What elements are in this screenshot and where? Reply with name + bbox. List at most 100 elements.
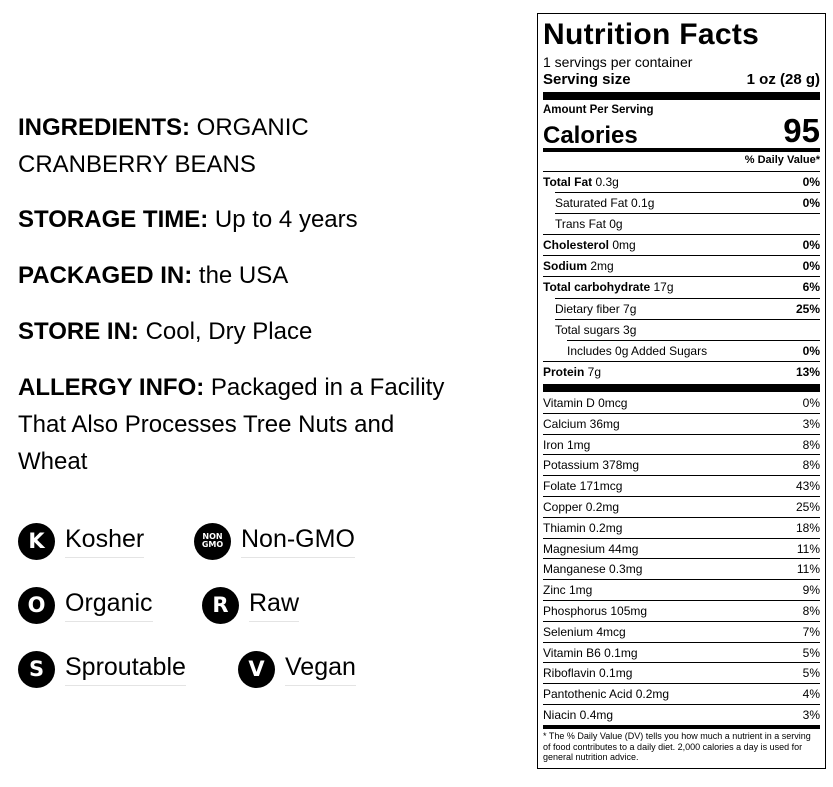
- amount-per-serving: Amount Per Serving: [543, 104, 654, 116]
- nutrient-amount: 0mg: [609, 238, 636, 252]
- micronutrient-name: Phosphorus 105mg: [543, 604, 648, 618]
- nutrient-name: Total carbohydrate: [543, 280, 651, 294]
- nutrient-name: Dietary fiber: [555, 302, 620, 316]
- nutrient-row: Total Fat 0.3g 0%: [543, 171, 820, 192]
- micronutrient-row: Calcium 36mg 3%: [543, 412, 820, 434]
- nutrient-name: Includes 0g Added Sugars: [567, 344, 708, 358]
- micronutrient-daily-value: 3%: [802, 416, 820, 431]
- storage-time-value: Up to 4 years: [208, 206, 358, 233]
- micronutrient-daily-value: 8%: [802, 604, 820, 618]
- thick-divider: [543, 92, 820, 100]
- vegan-label: Vegan: [285, 653, 356, 686]
- micronutrient-name: Riboflavin 0.1mg: [543, 666, 633, 681]
- micronutrient-daily-value: 8%: [802, 437, 820, 452]
- micronutrient-row: Potassium 378mg 8%: [543, 454, 820, 475]
- nutrient-label: Saturated Fat 0.1g: [555, 196, 654, 210]
- nutrition-title: Nutrition Facts: [543, 18, 760, 51]
- micronutrient-name: Folate 171mcg: [543, 479, 623, 494]
- nutrient-amount: 3g: [619, 323, 637, 337]
- micronutrient-row: Riboflavin 0.1mg 5%: [543, 662, 820, 683]
- micronutrient-daily-value: 5%: [802, 666, 820, 681]
- raw-label: Raw: [249, 589, 300, 622]
- micronutrient-row: Vitamin D 0mcg 0%: [543, 392, 820, 413]
- daily-value-header: % Daily Value*: [744, 154, 820, 166]
- nutrient-daily-value: 0%: [802, 344, 820, 358]
- packaged-in-line: PACKAGED IN: the USA: [18, 257, 498, 294]
- nutrient-amount: 7g: [619, 302, 637, 316]
- nutrient-daily-value: 0%: [802, 196, 820, 210]
- nutrient-name: Trans Fat: [555, 217, 606, 231]
- micronutrient-name: Vitamin D 0mcg: [543, 395, 628, 410]
- calories-row: Calories 95: [543, 112, 820, 150]
- store-in-label: STORE IN:: [18, 318, 139, 345]
- nutrient-amount: 0.3g: [592, 175, 619, 189]
- micronutrient-daily-value: 4%: [802, 687, 820, 702]
- organic-badge: O Organic: [18, 585, 153, 625]
- micronutrient-name: Magnesium 44mg: [543, 541, 639, 556]
- micronutrient-daily-value: 11%: [796, 541, 820, 556]
- micronutrient-name: Selenium 4mcg: [543, 624, 626, 639]
- nutrient-amount: 17g: [650, 280, 674, 294]
- micronutrient-row: Niacin 0.4mg 3%: [543, 704, 820, 725]
- micronutrient-row: Vitamin B6 0.1mg 5%: [543, 641, 820, 663]
- serving-size-row: Serving size 1 oz (28 g): [543, 71, 820, 88]
- packaged-in-value: the USA: [192, 262, 289, 289]
- nutrient-name: Saturated Fat: [555, 196, 628, 210]
- micronutrient-row: Phosphorus 105mg 8%: [543, 600, 820, 621]
- calories-value: 95: [783, 112, 820, 149]
- raw-icon: R: [202, 586, 239, 624]
- servings-per-container: 1 servings per container: [543, 54, 693, 70]
- nutrient-amount: 2mg: [587, 259, 614, 273]
- micronutrient-name: Zinc 1mg: [543, 583, 593, 598]
- organic-label: Organic: [65, 589, 153, 622]
- micronutrient-name: Potassium 378mg: [543, 458, 640, 473]
- allergy-value-cont: That Also Processes Tree Nuts and: [18, 411, 395, 438]
- serving-size-label: Serving size: [543, 71, 631, 88]
- allergy-info-line: ALLERGY INFO: Packaged in a Facility Tha…: [18, 369, 498, 480]
- nutrient-row: Total sugars 3g: [555, 319, 820, 340]
- micronutrient-daily-value: 7%: [802, 624, 820, 639]
- nutrient-label: Includes 0g Added Sugars: [567, 344, 707, 358]
- nutrient-amount: 0.1g: [627, 196, 655, 210]
- micronutrient-name: Niacin 0.4mg: [543, 708, 614, 722]
- micronutrient-row: Zinc 1mg 9%: [543, 579, 820, 600]
- nutrient-label: Protein 7g: [543, 365, 601, 379]
- footnote-divider: [543, 725, 820, 729]
- nutrient-row: Protein 7g 13%: [543, 361, 820, 382]
- micronutrient-daily-value: 43%: [795, 479, 820, 494]
- nutrient-name: Total Fat: [543, 175, 593, 189]
- sproutable-icon: S: [18, 650, 55, 688]
- micronutrient-row: Manganese 0.3mg 11%: [543, 558, 820, 579]
- micronutrient-name: Pantothenic Acid 0.2mg: [543, 687, 670, 702]
- micronutrient-name: Calcium 36mg: [543, 416, 620, 431]
- nutrient-daily-value: 6%: [802, 280, 820, 294]
- nutrient-label: Dietary fiber 7g: [555, 302, 636, 316]
- nutrient-daily-value: 25%: [795, 302, 820, 316]
- ingredients-line: INGREDIENTS: ORGANIC CRANBERRY BEANS: [18, 109, 498, 183]
- storage-time-label: STORAGE TIME:: [18, 206, 209, 233]
- micronutrient-daily-value: 5%: [802, 645, 820, 660]
- micronutrient-daily-value: 11%: [796, 562, 820, 577]
- kosher-label: Kosher: [65, 525, 145, 558]
- nutrient-row: Trans Fat 0g: [555, 213, 820, 234]
- micronutrient-daily-value: 3%: [802, 708, 820, 722]
- non-gmo-icon-text-top: NON: [202, 532, 223, 541]
- nutrient-row: Sodium 2mg 0%: [543, 255, 820, 276]
- micronutrient-row: Copper 0.2mg 25%: [543, 496, 820, 517]
- nutrient-amount: 7g: [584, 365, 602, 379]
- nutrient-row: Cholesterol 0mg 0%: [543, 234, 820, 255]
- nutrient-label: Total carbohydrate 17g: [543, 280, 674, 294]
- kosher-icon: K: [18, 522, 55, 560]
- serving-size-value: 1 oz (28 g): [746, 71, 820, 88]
- micronutrient-row: Pantothenic Acid 0.2mg 4%: [543, 683, 820, 704]
- micronutrient-row: Selenium 4mcg 7%: [543, 620, 820, 642]
- micronutrient-name: Iron 1mg: [543, 437, 591, 452]
- allergy-label: ALLERGY INFO:: [18, 374, 205, 401]
- packaged-in-label: PACKAGED IN:: [18, 262, 193, 289]
- nutrient-label: Total Fat 0.3g: [543, 175, 619, 189]
- nutrition-facts-label: Nutrition Facts 1 servings per container…: [537, 13, 826, 769]
- ingredients-value-cont: CRANBERRY BEANS: [18, 151, 256, 178]
- micronutrient-name: Thiamin 0.2mg: [543, 520, 623, 535]
- micronutrient-row: Thiamin 0.2mg 18%: [543, 516, 820, 538]
- medium-divider: [543, 148, 820, 152]
